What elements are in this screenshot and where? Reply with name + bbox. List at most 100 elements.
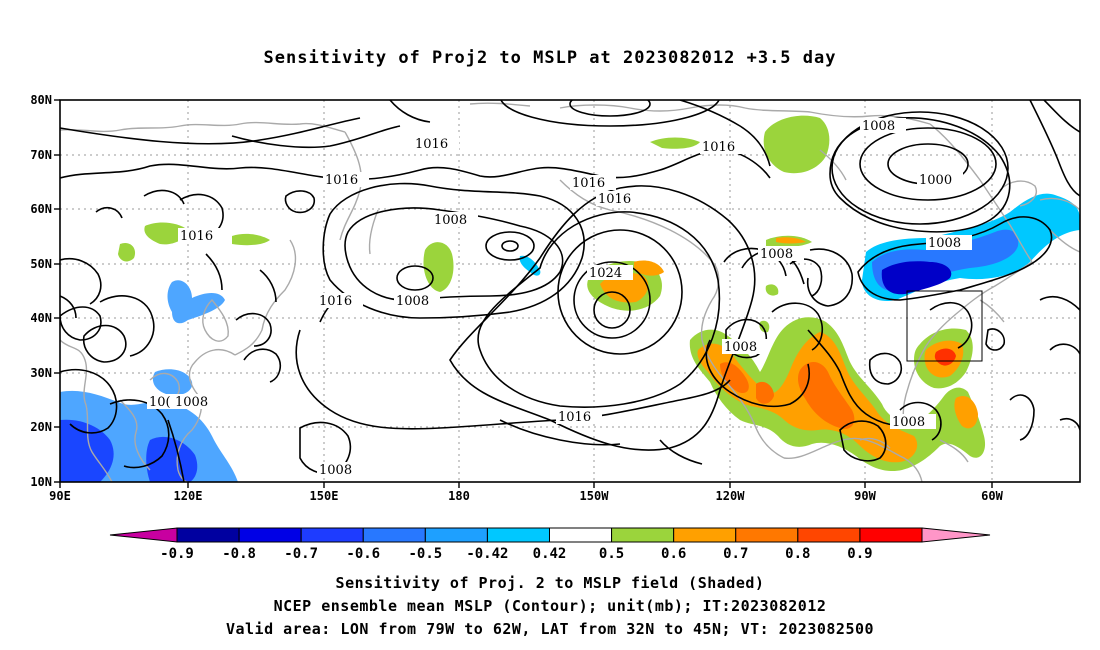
lat-label: 30N (30, 366, 52, 380)
contour-label: 1008 (722, 339, 768, 355)
colorbar-label: 0.7 (723, 546, 748, 562)
contour-label: 1008 (394, 293, 440, 309)
contour-label: 1008 (926, 235, 972, 251)
negative-region-japan (167, 280, 225, 324)
positive-region-central-pac (423, 242, 454, 292)
gridlines (60, 100, 1080, 482)
colorbar-label: -0.7 (284, 546, 318, 562)
negative-region-ne-core (881, 261, 952, 295)
contour-label: 1008 (890, 414, 936, 430)
positive-region-se (954, 395, 978, 429)
map-frame (59, 99, 1081, 483)
positive-region-small-1 (759, 320, 770, 333)
lon-label: 90W (854, 489, 876, 503)
colorbar-swatch (362, 527, 426, 543)
colorbar-label: -0.9 (160, 546, 194, 562)
colorbar-swatch (611, 527, 675, 543)
positive-region-nw-pac-1 (144, 222, 188, 245)
contour-label: 1016 (570, 175, 616, 191)
svg-text:1016: 1016 (598, 192, 631, 207)
coastlines (60, 102, 1080, 482)
svg-text:1016: 1016 (702, 140, 735, 155)
positive-region-alaska (763, 115, 830, 174)
contour-labels: 1016 1016 1016 1016 1016 1016 1016 1008 … (147, 118, 972, 478)
svg-text:1016: 1016 (319, 294, 352, 309)
caption-contour: NCEP ensemble mean MSLP (Contour); unit(… (273, 597, 827, 615)
contour-label: 1008 (860, 118, 906, 134)
negative-region-sw-core (60, 419, 114, 482)
positive-region-gulf-alaska-2 (634, 260, 664, 276)
svg-text:1000: 1000 (919, 173, 952, 188)
positive-region-canada-orange (776, 237, 806, 244)
lat-label: 10N (30, 475, 52, 489)
lon-label: 180 (448, 489, 470, 503)
contour-label: 1000 (917, 172, 963, 188)
svg-text:1016: 1016 (325, 173, 358, 188)
colorbar-swatch (673, 527, 737, 543)
contour-label: 1008 (173, 394, 219, 410)
contour-label: 10( (147, 394, 175, 410)
lon-labels: 90E 120E 150E 180 150W 120W 90W 60W (49, 489, 1003, 503)
colorbar: -0.9 -0.8 -0.7 -0.6 -0.5 -0.42 0.42 0.5 0.6 0.7 0.… (109, 527, 991, 562)
lat-label: 60N (30, 202, 52, 216)
contour-label: 1016 (596, 191, 642, 207)
contour-label: 1016 (700, 139, 746, 155)
colorbar-swatch (486, 527, 550, 543)
colorbar-swatch (300, 527, 364, 543)
lon-label: 60W (981, 489, 1003, 503)
mslp-contours (60, 100, 1080, 482)
negative-region-sw-2 (146, 436, 198, 482)
tick-marks (54, 99, 993, 488)
colorbar-swatch (424, 527, 488, 543)
lat-labels: 80N 70N 60N 50N 40N 30N 20N 10N (30, 93, 52, 489)
negative-region-kamchatka (519, 255, 541, 276)
colorbar-label: 0.9 (847, 546, 872, 562)
lat-label: 80N (30, 93, 52, 107)
contour-label: 1016 (178, 228, 224, 244)
svg-text:1024: 1024 (589, 266, 622, 281)
colorbar-label: 0.42 (533, 546, 567, 562)
colorbar-label: -0.6 (346, 546, 380, 562)
colorbar-label: 0.5 (599, 546, 624, 562)
svg-text:1008: 1008 (928, 236, 961, 251)
lat-label: 40N (30, 311, 52, 325)
colorbar-swatch (859, 527, 923, 543)
svg-text:1008: 1008 (319, 463, 352, 478)
lon-label: 120E (174, 489, 203, 503)
lat-label: 20N (30, 420, 52, 434)
colorbar-swatch (735, 527, 799, 543)
positive-region-small-2 (765, 284, 779, 296)
svg-text:1008: 1008 (724, 340, 757, 355)
contour-label: 1016 (413, 136, 459, 152)
svg-text:1008: 1008 (862, 119, 895, 134)
svg-text:1016: 1016 (180, 229, 213, 244)
lon-label: 150E (310, 489, 339, 503)
lon-label: 150W (580, 489, 610, 503)
chart-title: Sensitivity of Proj2 to MSLP at 20230820… (263, 48, 837, 68)
colorbar-swatch (176, 527, 240, 543)
contour-label: 1016 (556, 409, 602, 425)
positive-region-arctic (650, 137, 700, 149)
colorbar-low-end (109, 527, 178, 543)
caption-valid-area: Valid area: LON from 79W to 62W, LAT fro… (225, 620, 875, 638)
colorbar-label: -0.8 (222, 546, 256, 562)
contour-label: 1016 (323, 172, 369, 188)
positive-region-na-dark-2 (798, 361, 855, 429)
lat-label: 70N (30, 148, 52, 162)
svg-text:1008: 1008 (892, 415, 925, 430)
colorbar-label: -0.5 (408, 546, 442, 562)
svg-text:1016: 1016 (558, 410, 591, 425)
positive-region-na-dark-3 (756, 381, 774, 404)
colorbar-label: 0.6 (661, 546, 686, 562)
contour-label: 1016 (317, 293, 363, 309)
positive-region-nw-pac-3 (232, 233, 270, 246)
contour-label: 1008 (317, 462, 363, 478)
caption-shading: Sensitivity of Proj. 2 to MSLP field (Sh… (335, 574, 765, 592)
svg-text:1016: 1016 (415, 137, 448, 152)
colorbar-swatch (549, 527, 613, 543)
colorbar-swatch (238, 527, 302, 543)
svg-text:10(: 10( (149, 395, 171, 410)
lon-label: 120W (716, 489, 746, 503)
positive-region-nw-pac-2 (118, 242, 136, 262)
